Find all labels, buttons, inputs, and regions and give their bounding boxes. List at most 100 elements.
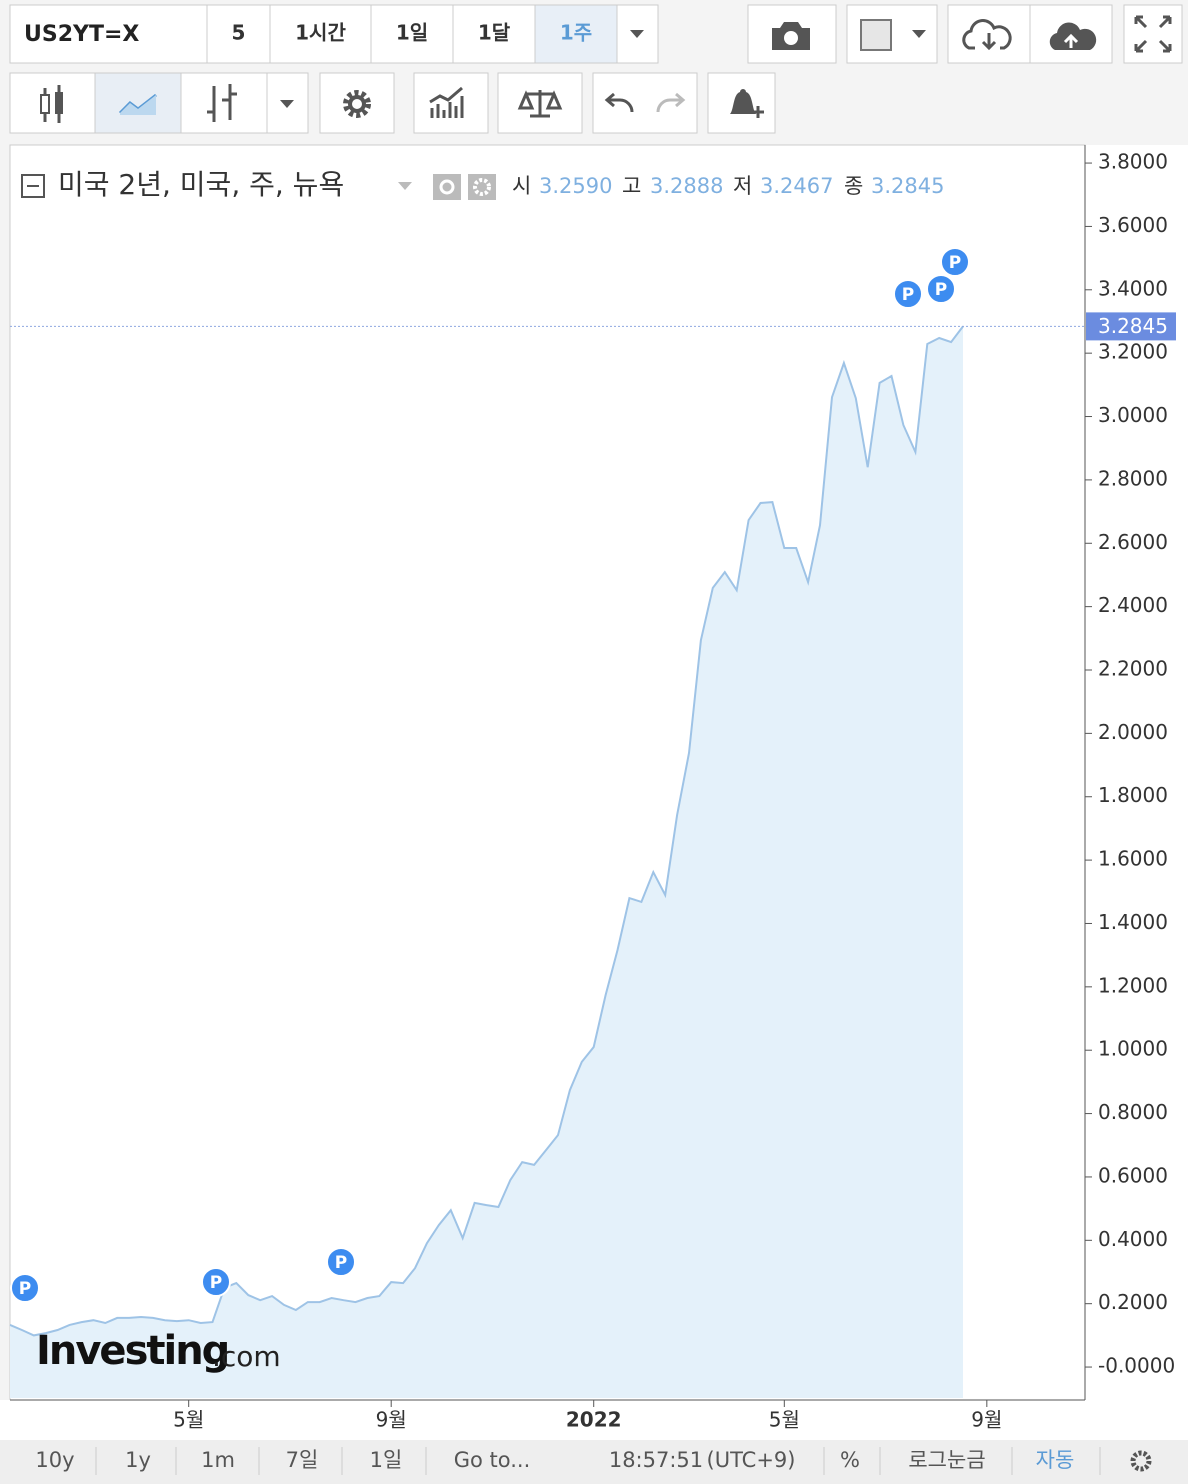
y-axis-area — [1085, 145, 1188, 1400]
dropdown-arrow — [630, 30, 644, 38]
y-tick-label: 1.0000 — [1098, 1037, 1168, 1061]
camera-lens — [784, 31, 798, 45]
interval-label: 1주 — [560, 21, 592, 45]
x-tick-label: 9월 — [971, 1408, 1002, 1432]
interval-label: 5 — [232, 21, 246, 45]
line-icon-fill — [120, 95, 156, 115]
candle-body — [40, 94, 50, 114]
ohlc-name: 고 — [622, 174, 641, 198]
dropdown-arrow — [280, 100, 294, 108]
event-marker[interactable] — [10, 1273, 40, 1303]
fullscreen-icon — [1134, 15, 1172, 53]
ohlc-value: 3.2845 — [871, 174, 944, 198]
footer-settings[interactable] — [1130, 1450, 1152, 1472]
plus-icon — [752, 106, 764, 118]
gear-core — [348, 95, 366, 113]
clock: 18:57:51 — [609, 1448, 703, 1472]
y-tick-label: 0.2000 — [1098, 1290, 1168, 1314]
ohlc-value: 3.2590 — [539, 174, 612, 198]
settings-button[interactable] — [319, 72, 395, 134]
tools-top[interactable] — [747, 4, 1183, 64]
series-settings-button[interactable] — [468, 174, 496, 200]
y-tick-label: 3.2000 — [1098, 340, 1168, 364]
interval-label: 1일 — [396, 21, 428, 45]
line-button[interactable] — [94, 72, 182, 134]
undo-icon — [604, 92, 634, 113]
y-tick-label: 2.0000 — [1098, 720, 1168, 744]
y-tick-label: 1.2000 — [1098, 973, 1168, 997]
y-tick-label: 1.8000 — [1098, 783, 1168, 807]
y-tick-label: 1.4000 — [1098, 910, 1168, 934]
y-tick-label: 0.6000 — [1098, 1163, 1168, 1187]
candle-body — [55, 92, 63, 114]
symbol-box[interactable] — [9, 4, 208, 64]
event-label: P — [335, 1253, 347, 1273]
title-dropdown[interactable] — [398, 182, 412, 190]
event-marker[interactable] — [940, 247, 970, 277]
y-tick-label: -0.0000 — [1098, 1354, 1175, 1378]
upload-arrow — [1063, 33, 1079, 48]
range-button[interactable]: 7일 — [286, 1448, 319, 1472]
logo: Investing — [36, 1328, 228, 1374]
area — [10, 326, 963, 1398]
interval-label: 1시간 — [295, 21, 346, 45]
last-price-label: 3.2845 — [1098, 314, 1168, 338]
scale-icon — [517, 90, 563, 118]
ohlc-value: 3.2888 — [650, 174, 723, 198]
timezone[interactable]: (UTC+9) — [707, 1448, 796, 1472]
y-tick-label: 1.6000 — [1098, 847, 1168, 871]
candle-button[interactable] — [9, 72, 96, 134]
range-button[interactable]: 10y — [35, 1448, 74, 1472]
percent-toggle[interactable]: % — [840, 1448, 860, 1472]
event-marker[interactable] — [926, 274, 956, 304]
interval-button[interactable] — [534, 4, 618, 64]
y-tick-label: 0.4000 — [1098, 1227, 1168, 1251]
goto-button[interactable]: Go to... — [454, 1448, 531, 1472]
y-tick-label: 2.2000 — [1098, 657, 1168, 681]
log-toggle[interactable]: 로그눈금 — [908, 1448, 985, 1472]
range-button[interactable]: 1y — [125, 1448, 151, 1472]
ohlc-value: 3.2467 — [760, 174, 833, 198]
y-tick-label: 2.8000 — [1098, 466, 1168, 490]
interval-label: 1달 — [478, 21, 511, 45]
interval-button[interactable] — [206, 4, 271, 64]
tools-second[interactable] — [9, 72, 776, 134]
event-label: P — [935, 280, 947, 300]
x-tick-label: 5월 — [173, 1408, 204, 1432]
event-marker[interactable] — [893, 279, 923, 309]
range-button[interactable]: 1일 — [370, 1448, 403, 1472]
y-tick-label: 3.8000 — [1098, 150, 1168, 174]
bell-icon — [730, 89, 756, 114]
event-label: P — [949, 253, 961, 273]
auto-toggle[interactable]: 자동 — [1036, 1448, 1075, 1472]
visibility-button[interactable] — [433, 174, 461, 200]
y-tick-label: 3.0000 — [1098, 403, 1168, 427]
y-tick-label: 0.8000 — [1098, 1100, 1168, 1124]
fullscreen-button[interactable] — [1123, 4, 1183, 64]
gear-icon — [343, 90, 371, 118]
event-label: P — [19, 1279, 31, 1299]
logo-suffix: .com — [212, 1340, 281, 1373]
gear-icon — [473, 178, 491, 196]
event-marker[interactable] — [326, 1247, 356, 1277]
y-tick-label: 2.4000 — [1098, 593, 1168, 617]
color-swatch — [860, 19, 892, 51]
redo-icon — [656, 92, 686, 113]
event-marker[interactable] — [201, 1267, 231, 1297]
cloud-download-icon — [962, 19, 1012, 51]
y-tick-label: 3.4000 — [1098, 276, 1168, 300]
ohlc-name: 시 — [512, 174, 531, 198]
interval-button[interactable] — [269, 4, 372, 64]
x-tick-label: 2022 — [566, 1408, 622, 1432]
eye-icon — [439, 179, 455, 195]
bar-button[interactable] — [180, 72, 268, 134]
y-tick-label: 3.6000 — [1098, 213, 1168, 237]
interval-button[interactable] — [370, 4, 454, 64]
range-button[interactable]: 1m — [201, 1448, 235, 1472]
last-price-tag — [1086, 312, 1176, 341]
y-tick-label: 2.6000 — [1098, 530, 1168, 554]
interval-button[interactable] — [452, 4, 536, 64]
indicator-icon — [429, 86, 464, 118]
x-tick-label: 5월 — [769, 1408, 800, 1432]
